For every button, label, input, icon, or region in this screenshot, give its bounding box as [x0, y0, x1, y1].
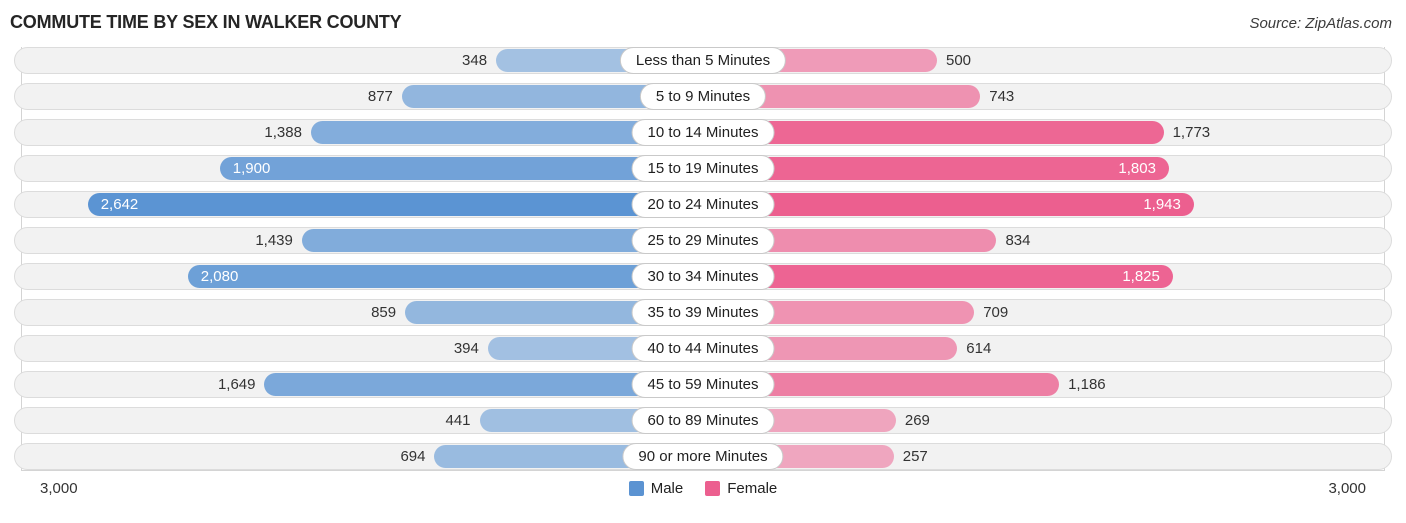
category-label: 45 to 59 Minutes	[631, 371, 775, 398]
female-value-label: 257	[902, 448, 928, 465]
male-value-label: 1,388	[264, 124, 302, 141]
female-value-label: 1,803	[1118, 160, 1156, 177]
chart-header: COMMUTE TIME BY SEX IN WALKER COUNTY Sou…	[10, 12, 1392, 33]
male-value-label: 877	[367, 88, 393, 105]
chart-title: COMMUTE TIME BY SEX IN WALKER COUNTY	[10, 12, 402, 32]
male-value-label: 1,649	[217, 376, 256, 393]
category-label: 40 to 44 Minutes	[631, 335, 775, 362]
chart-row: 394 614 40 to 44 Minutes	[14, 335, 1392, 362]
chart-row: 1,900 1,803 15 to 19 Minutes	[14, 155, 1392, 182]
female-bar[interactable]	[703, 373, 1060, 396]
female-value-label: 709	[983, 304, 1009, 321]
female-value-label: 1,825	[1122, 268, 1160, 285]
female-bar[interactable]	[703, 193, 1194, 216]
male-value-label: 1,439	[255, 232, 293, 249]
left-axis-line	[21, 47, 22, 470]
legend: Male Female	[78, 480, 1329, 497]
category-label: 10 to 14 Minutes	[631, 119, 775, 146]
male-bar[interactable]	[264, 373, 703, 396]
male-bar[interactable]	[301, 229, 703, 252]
chart-row: 348 500 Less than 5 Minutes	[14, 47, 1392, 74]
legend-label-female: Female	[727, 480, 778, 497]
male-bar[interactable]	[219, 157, 703, 180]
female-value-label: 743	[989, 88, 1015, 105]
male-value-label: 348	[462, 52, 488, 69]
female-bar[interactable]	[703, 229, 997, 252]
male-swatch-icon	[628, 481, 644, 496]
chart-row: 2,080 1,825 30 to 34 Minutes	[14, 263, 1392, 290]
category-label: 15 to 19 Minutes	[631, 155, 775, 182]
male-value-label: 1,900	[232, 160, 271, 177]
female-bar[interactable]	[703, 85, 981, 108]
category-label: 60 to 89 Minutes	[631, 407, 775, 434]
male-value-label: 2,642	[100, 196, 139, 213]
chart-row: 694 257 90 or more Minutes	[14, 443, 1392, 470]
female-bar[interactable]	[703, 121, 1164, 144]
female-value-label: 269	[904, 412, 930, 429]
plot-area: 348 500 Less than 5 Minutes 877 743 5 to 9 Mi…	[14, 47, 1392, 471]
chart-row: 2,642 1,943 20 to 24 Minutes	[14, 191, 1392, 218]
category-label: 25 to 29 Minutes	[631, 227, 775, 254]
male-value-label: 394	[453, 340, 479, 357]
female-value-label: 500	[946, 52, 972, 69]
male-bar[interactable]	[405, 301, 703, 324]
right-axis-line	[1384, 47, 1385, 470]
chart-row: 877 743 5 to 9 Minutes	[14, 83, 1392, 110]
female-swatch-icon	[705, 481, 721, 496]
male-bar[interactable]	[310, 121, 703, 144]
legend-item-male: Male	[628, 480, 684, 497]
chart-row: 441 269 60 to 89 Minutes	[14, 407, 1392, 434]
category-label: 35 to 39 Minutes	[631, 299, 775, 326]
male-bar[interactable]	[401, 85, 703, 108]
chart-footer: 3,000 Male Female 3,000	[14, 470, 1392, 497]
male-value-label: 694	[400, 448, 426, 465]
category-label: 90 or more Minutes	[622, 443, 784, 470]
category-label: Less than 5 Minutes	[619, 47, 787, 74]
chart-row: 1,388 1,773 10 to 14 Minutes	[14, 119, 1392, 146]
female-bar[interactable]	[703, 157, 1169, 180]
male-value-label: 859	[371, 304, 397, 321]
male-value-label: 441	[445, 412, 471, 429]
legend-label-male: Male	[650, 480, 684, 497]
female-value-label: 1,943	[1143, 196, 1181, 213]
source-attribution: Source: ZipAtlas.com	[1249, 15, 1392, 32]
legend-item-female: Female	[705, 480, 777, 497]
category-label: 5 to 9 Minutes	[639, 83, 767, 110]
axis-max-left: 3,000	[40, 480, 78, 497]
female-value-label: 614	[966, 340, 992, 357]
female-bar[interactable]	[703, 265, 1173, 288]
male-value-label: 2,080	[200, 268, 239, 285]
chart-row: 1,649 1,186 45 to 59 Minutes	[14, 371, 1392, 398]
female-value-label: 1,186	[1068, 376, 1106, 393]
chart-row: 1,439 834 25 to 29 Minutes	[14, 227, 1392, 254]
chart-row: 859 709 35 to 39 Minutes	[14, 299, 1392, 326]
male-bar[interactable]	[87, 193, 703, 216]
female-value-label: 1,773	[1172, 124, 1211, 141]
category-label: 30 to 34 Minutes	[631, 263, 775, 290]
male-bar[interactable]	[187, 265, 703, 288]
axis-max-right: 3,000	[1328, 480, 1366, 497]
female-value-label: 834	[1005, 232, 1031, 249]
category-label: 20 to 24 Minutes	[631, 191, 775, 218]
bottom-axis-line	[21, 470, 1385, 471]
